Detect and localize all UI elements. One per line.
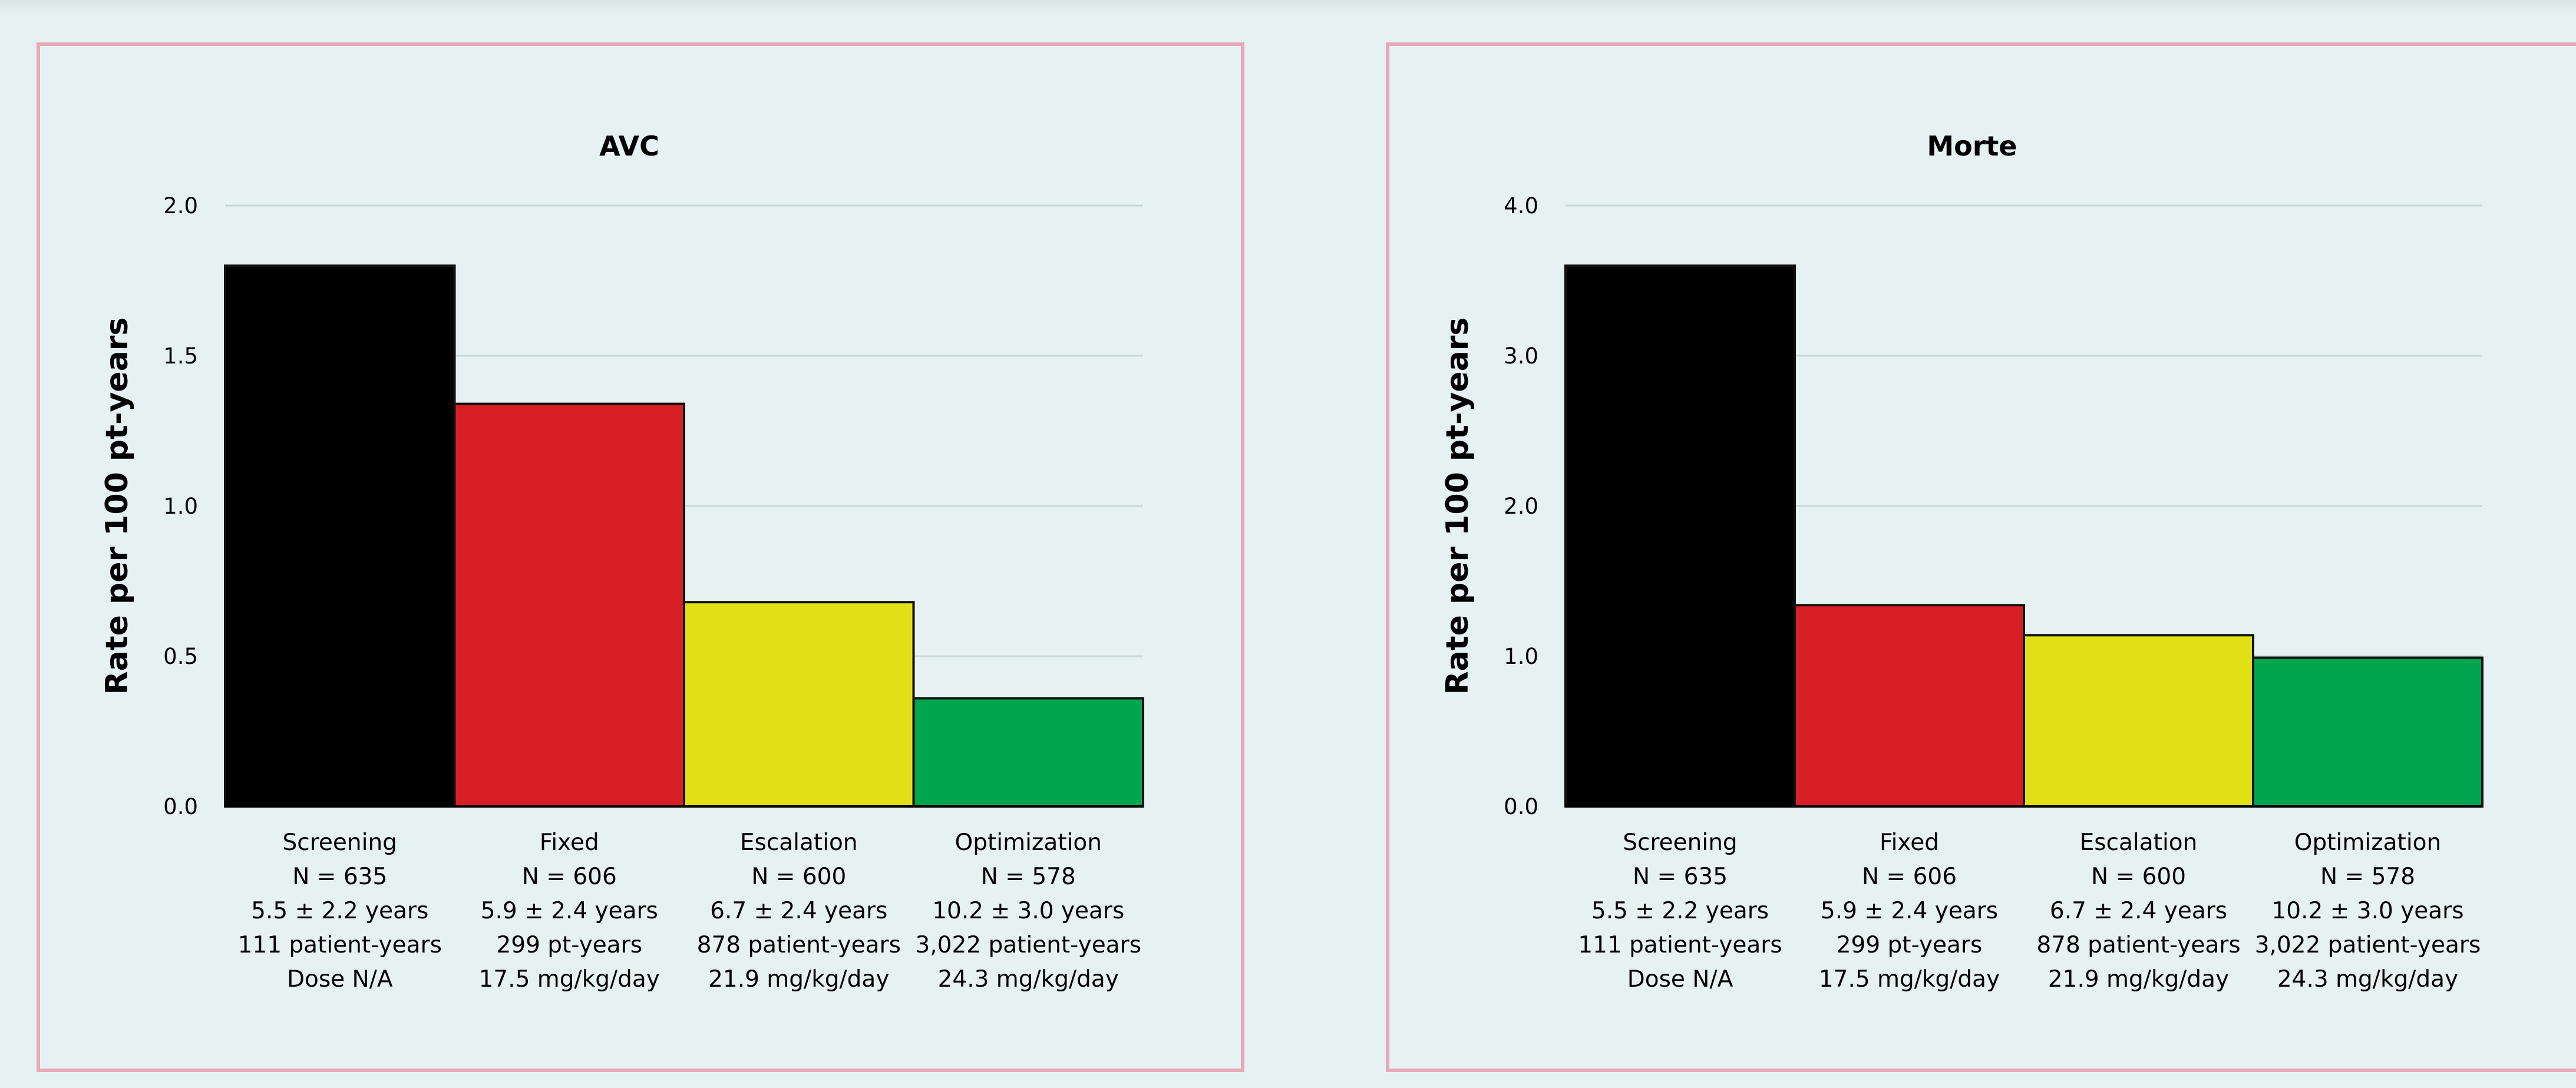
chart-panel-morte: 0.0 1.0 2.0 3.0 4.0 Screening N = 635 5.5 ± 2.2… xyxy=(1386,42,2576,1072)
x-tick-label: Fixed xyxy=(540,829,599,856)
category-detail-label: 3,022 patient-years xyxy=(915,932,1141,958)
y-tick-label: 0.0 xyxy=(163,794,198,819)
category-detail-label: 10.2 ± 3.0 years xyxy=(2271,898,2463,924)
x-tick-label: Fixed xyxy=(1880,829,1939,856)
bar-optimization xyxy=(2252,656,2483,808)
category-detail-label: 111 patient-years xyxy=(1578,932,1782,958)
y-tick-label: 0.0 xyxy=(1504,794,1538,819)
x-tick-label: Screening xyxy=(1623,829,1737,856)
category-detail-label: 5.9 ± 2.4 years xyxy=(481,898,658,924)
y-tick-label: 1.0 xyxy=(1504,644,1538,669)
category-detail-label: 5.5 ± 2.2 years xyxy=(251,898,428,924)
y-tick-label: 4.0 xyxy=(1504,193,1538,219)
x-tick-label: Screening xyxy=(283,829,397,856)
category-detail-label: 111 patient-years xyxy=(238,932,442,958)
category-detail-label: 10.2 ± 3.0 years xyxy=(932,898,1124,924)
category-detail-label: 24.3 mg/kg/day xyxy=(938,966,1119,993)
category-detail-label: 24.3 mg/kg/day xyxy=(2277,966,2458,993)
category-detail-label: Dose N/A xyxy=(287,966,393,993)
y-axis-label: Rate per 100 pt-years xyxy=(1440,318,1475,695)
y-tick-label: 1.5 xyxy=(163,343,198,369)
bar-escalation xyxy=(2023,634,2254,808)
category-detail-label: 21.9 mg/kg/day xyxy=(708,966,889,993)
category-detail-label: 6.7 ± 2.4 years xyxy=(710,898,887,924)
x-tick-label: Escalation xyxy=(740,829,858,856)
x-tick-label: Optimization xyxy=(955,829,1102,856)
y-tick-label: 0.5 xyxy=(163,644,198,669)
category-detail-label: 6.7 ± 2.4 years xyxy=(2050,898,2227,924)
bar-screening xyxy=(224,264,456,808)
category-detail-label: 878 patient-years xyxy=(2036,932,2240,958)
category-detail-label: 5.9 ± 2.4 years xyxy=(1821,898,1998,924)
y-tick-label: 1.0 xyxy=(163,494,198,519)
x-tick-label: Optimization xyxy=(2294,829,2441,856)
y-tick-label: 2.0 xyxy=(1504,494,1538,519)
chart-panel-avc: 0.0 0.5 1.0 1.5 2.0 Screening N = 635 5.5 ± 2.2… xyxy=(37,42,1244,1072)
category-detail-label: Dose N/A xyxy=(1627,966,1733,993)
category-detail-label: 3,022 patient-years xyxy=(2255,932,2481,958)
chart-morte: 0.0 1.0 2.0 3.0 4.0 Screening N = 635 5.5 ± 2.2… xyxy=(1440,130,2483,993)
category-detail-label: N = 606 xyxy=(1862,864,1957,890)
y-tick-label: 3.0 xyxy=(1504,343,1538,369)
bar-escalation xyxy=(683,601,915,808)
chart-title: Morte xyxy=(1927,130,2017,162)
category-detail-label: 17.5 mg/kg/day xyxy=(479,966,660,993)
bar-fixed xyxy=(1794,604,2025,808)
category-detail-label: N = 606 xyxy=(522,864,617,890)
category-detail-label: 5.5 ± 2.2 years xyxy=(1591,898,1769,924)
chart-avc: 0.0 0.5 1.0 1.5 2.0 Screening N = 635 5.5 ± 2.2… xyxy=(100,130,1144,993)
category-detail-label: 17.5 mg/kg/day xyxy=(1819,966,2000,993)
bar-optimization xyxy=(912,697,1144,808)
category-detail-label: N = 578 xyxy=(2320,864,2415,890)
category-detail-label: N = 635 xyxy=(292,864,387,890)
category-detail-label: 21.9 mg/kg/day xyxy=(2048,966,2229,993)
category-detail-label: N = 600 xyxy=(751,864,846,890)
category-detail-label: N = 578 xyxy=(981,864,1076,890)
y-tick-label: 2.0 xyxy=(163,193,198,219)
bar-fixed xyxy=(453,402,685,808)
x-tick-label: Escalation xyxy=(2080,829,2198,856)
category-detail-label: 878 patient-years xyxy=(697,932,901,958)
category-detail-label: N = 600 xyxy=(2091,864,2186,890)
category-detail-label: 299 pt-years xyxy=(496,932,642,958)
chart-title: AVC xyxy=(599,130,659,162)
y-axis-label: Rate per 100 pt-years xyxy=(100,318,135,695)
bar-screening xyxy=(1564,264,1796,808)
category-detail-label: 299 pt-years xyxy=(1837,932,1983,958)
category-detail-label: N = 635 xyxy=(1633,864,1728,890)
